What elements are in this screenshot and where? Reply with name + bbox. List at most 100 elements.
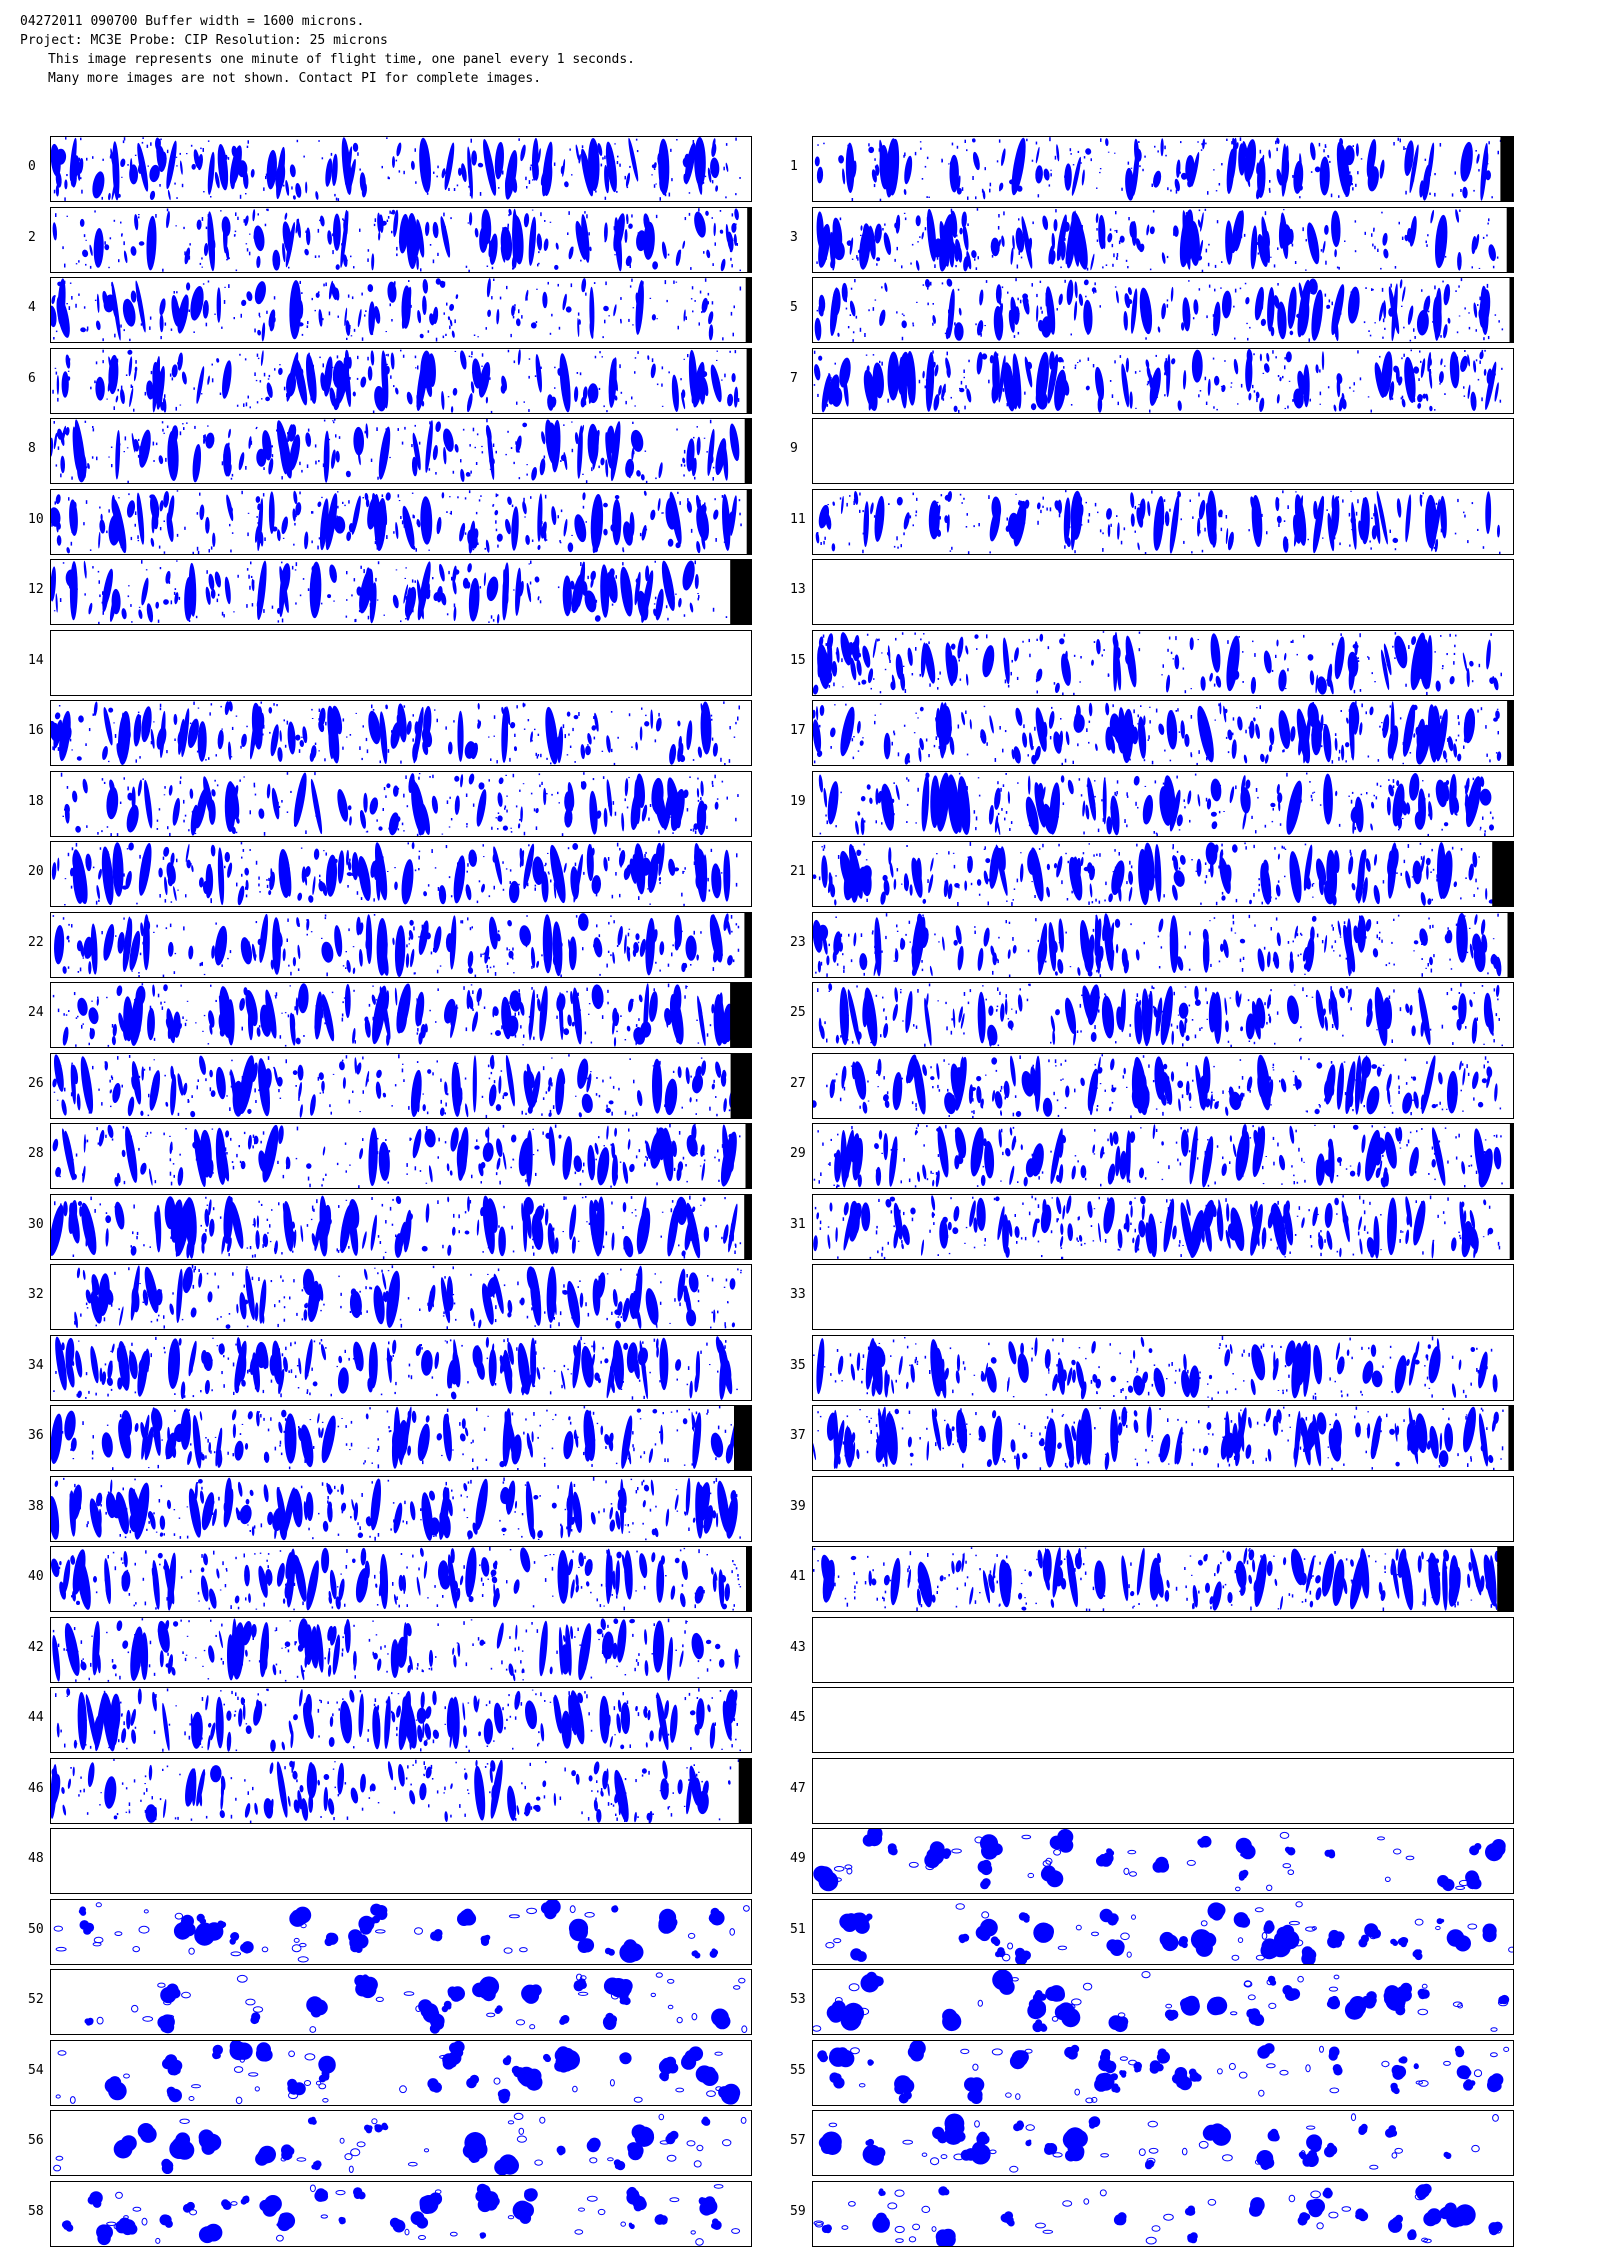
speck — [551, 793, 553, 796]
particle — [816, 211, 824, 249]
particle — [1315, 364, 1319, 374]
particle — [1266, 352, 1270, 362]
speck — [413, 747, 416, 750]
speck — [1487, 222, 1489, 225]
speck — [295, 602, 297, 605]
particle-image — [814, 137, 1513, 201]
speck — [634, 357, 637, 359]
particle — [519, 580, 524, 597]
particle — [292, 508, 296, 522]
particle — [1346, 717, 1349, 724]
speck — [62, 292, 64, 295]
speck — [1083, 831, 1085, 835]
speck — [353, 328, 356, 332]
particle — [313, 848, 320, 860]
speck — [528, 180, 531, 184]
speck — [200, 393, 203, 395]
speck — [1381, 722, 1383, 724]
particle — [1106, 816, 1113, 835]
speck — [560, 882, 563, 885]
particle — [386, 783, 391, 789]
speck — [958, 409, 960, 413]
particle — [872, 362, 884, 399]
particle — [468, 849, 478, 867]
particle — [178, 718, 185, 755]
speck — [1190, 638, 1192, 642]
speck — [707, 292, 710, 296]
speck — [290, 790, 292, 793]
speck — [989, 182, 992, 187]
speck — [956, 145, 959, 149]
particle — [304, 248, 309, 256]
speck — [78, 293, 80, 296]
particle — [1211, 821, 1218, 830]
particle — [1177, 491, 1182, 498]
particle — [1289, 330, 1294, 336]
particle — [1298, 727, 1304, 756]
speck — [966, 753, 969, 756]
particle — [963, 256, 969, 272]
speck — [705, 389, 708, 393]
speck — [683, 474, 685, 477]
particle — [832, 217, 843, 251]
speck — [223, 223, 225, 226]
particle — [725, 162, 729, 173]
particle — [325, 158, 333, 187]
particle — [634, 779, 641, 825]
speck — [1350, 799, 1353, 804]
particle — [1211, 845, 1216, 864]
speck — [314, 309, 316, 312]
speck — [1487, 336, 1490, 340]
speck — [887, 652, 889, 655]
speck — [1339, 542, 1341, 546]
speck — [1097, 828, 1100, 833]
speck — [540, 366, 542, 369]
speck — [226, 258, 228, 261]
speck — [486, 265, 489, 267]
speck — [1282, 749, 1284, 753]
particle — [1303, 713, 1311, 764]
speck — [426, 229, 429, 232]
speck — [1380, 267, 1382, 270]
particle — [1428, 369, 1433, 389]
speck — [1499, 551, 1501, 554]
particle — [915, 260, 920, 271]
speck — [1444, 365, 1446, 367]
particle — [172, 797, 181, 826]
speck — [1425, 661, 1427, 664]
speck — [73, 878, 76, 880]
speck — [954, 184, 957, 186]
speck — [505, 774, 507, 776]
particle — [818, 636, 824, 647]
speck — [1427, 733, 1430, 738]
particle — [159, 314, 164, 333]
particle — [1115, 647, 1121, 660]
particle — [1277, 301, 1287, 340]
speck — [1424, 158, 1427, 161]
speck — [229, 813, 231, 818]
speck — [175, 225, 177, 227]
speck — [1188, 314, 1191, 318]
particle — [1169, 494, 1180, 554]
particle — [1333, 311, 1339, 342]
speck — [1414, 336, 1416, 339]
speck — [1127, 266, 1129, 269]
particle — [992, 351, 1000, 401]
particle — [1193, 299, 1199, 315]
speck — [403, 830, 405, 832]
speck — [1252, 640, 1254, 643]
particle — [969, 719, 972, 730]
particle — [205, 586, 211, 605]
speck — [523, 401, 525, 403]
speck — [1114, 286, 1117, 288]
particle — [61, 425, 67, 444]
speck — [1352, 145, 1354, 147]
speck — [1174, 719, 1176, 723]
speck — [139, 854, 141, 859]
speck — [892, 390, 894, 392]
speck — [457, 496, 459, 499]
speck — [102, 611, 104, 615]
speck — [1239, 287, 1242, 290]
particle — [102, 568, 113, 609]
particle — [441, 391, 445, 410]
